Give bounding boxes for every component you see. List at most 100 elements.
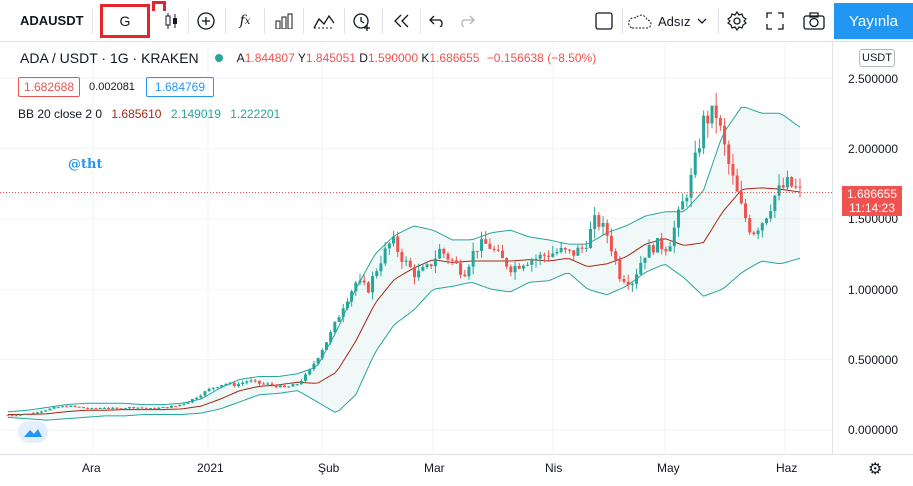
bb-indicator-legend[interactable]: BB 20 close 2 0 1.685610 2.149019 1.2222…	[18, 107, 280, 121]
candle-body	[706, 115, 710, 124]
candle-body	[266, 383, 270, 385]
chart-settings-icon[interactable]: ⚙	[868, 461, 883, 478]
candle-body	[697, 148, 701, 153]
bb-upper-line	[7, 106, 801, 413]
compare-icon[interactable]	[310, 6, 338, 36]
toolbar-separator	[344, 8, 345, 34]
candle-body	[27, 413, 31, 415]
candle-body	[35, 412, 39, 414]
candle-body	[643, 257, 647, 263]
candle-body	[86, 407, 90, 409]
candle-body	[56, 407, 60, 409]
candle-body	[450, 259, 454, 261]
candle-body	[161, 407, 165, 409]
tradingview-logo-icon[interactable]	[18, 421, 48, 443]
candle-body	[651, 245, 655, 253]
candle-body	[626, 281, 630, 286]
toolbar-separator	[622, 8, 623, 34]
layout-selector[interactable]: Adsız	[626, 9, 707, 33]
candle-body	[366, 282, 370, 293]
x-tick-label: Nis	[545, 461, 563, 475]
x-tick-label: Haz	[776, 461, 798, 475]
candle-body	[262, 383, 266, 385]
candle-body	[442, 248, 446, 254]
buy-price-button[interactable]: 1.684769	[146, 77, 214, 97]
candle-body	[727, 144, 731, 165]
candle-body	[396, 236, 400, 253]
candle-body	[429, 264, 433, 267]
candle-body	[521, 265, 525, 269]
candle-body	[94, 408, 98, 410]
bb-basis-value: 1.685610	[111, 107, 162, 121]
layout-name: Adsız	[658, 13, 691, 29]
candle-body	[790, 177, 794, 187]
candle-body	[375, 271, 379, 277]
bars-icon[interactable]	[272, 6, 296, 36]
ohlc-values: A1.844807 Y1.845051 D1.590000 K1.686655 …	[236, 51, 597, 65]
candle-body	[186, 402, 190, 404]
symbol-search[interactable]: ADAUSDT	[20, 13, 84, 28]
candle-body	[547, 255, 551, 257]
candle-body	[676, 209, 680, 228]
toolbar-separator	[718, 8, 719, 34]
candle-body	[534, 258, 538, 261]
chevron-down-icon	[697, 18, 706, 24]
bb-basis-line	[8, 187, 801, 416]
currency-tag[interactable]: USDT	[859, 49, 895, 67]
candle-body	[731, 164, 735, 176]
candle-body	[505, 258, 509, 267]
candle-body	[559, 247, 563, 252]
candle-body	[207, 388, 211, 392]
publish-button[interactable]: Yayınla	[834, 3, 913, 39]
chart-title: ADA / USDT · 1G · KRAKEN	[20, 50, 199, 66]
bb-name: BB 20 close 2 0	[18, 107, 103, 121]
candle-body	[496, 249, 500, 251]
candle-body	[656, 238, 660, 253]
replay-icon[interactable]	[390, 6, 414, 36]
candle-body	[685, 197, 689, 202]
candle-body	[52, 407, 56, 409]
candle-body	[337, 317, 341, 322]
y-tick-label: 0.500000	[848, 353, 899, 367]
sell-price-button[interactable]: 1.682688	[18, 77, 80, 97]
bar-countdown: 11:14:23	[849, 201, 895, 215]
fullscreen-icon[interactable]	[762, 6, 788, 36]
add-icon[interactable]	[194, 6, 218, 36]
undo-icon[interactable]	[426, 6, 448, 36]
redo-icon[interactable]	[456, 6, 478, 36]
candle-body	[702, 115, 706, 149]
candles-icon[interactable]	[160, 6, 184, 36]
candle-body	[744, 203, 748, 219]
square-icon[interactable]	[592, 6, 616, 36]
candle-body	[241, 382, 245, 385]
candle-body	[132, 407, 136, 409]
candle-body	[601, 223, 605, 227]
candle-body	[526, 264, 530, 266]
interval-button[interactable]: G	[100, 4, 150, 38]
y-tick-label: 2.000000	[848, 142, 899, 156]
candle-body	[299, 380, 303, 385]
candle-body	[555, 251, 559, 254]
candle-body	[236, 384, 240, 386]
candle-body	[584, 247, 588, 249]
candle-body	[735, 175, 739, 192]
author-watermark: @tht	[68, 157, 103, 172]
candle-body	[794, 186, 798, 188]
change-value: −0.156638 (−8.50%)	[486, 51, 597, 65]
candle-body	[144, 407, 148, 409]
candle-body	[31, 412, 35, 414]
candle-body	[44, 410, 48, 412]
candle-body	[358, 280, 362, 283]
candle-body	[563, 247, 567, 250]
settings-icon[interactable]	[724, 6, 750, 36]
candle-body	[530, 260, 534, 265]
candle-body	[605, 223, 609, 236]
spread-value: 0.002081	[89, 81, 135, 93]
candle-body	[174, 406, 178, 408]
toolbar-separator	[225, 8, 226, 34]
alert-icon[interactable]	[350, 6, 374, 36]
camera-icon[interactable]	[800, 6, 828, 36]
